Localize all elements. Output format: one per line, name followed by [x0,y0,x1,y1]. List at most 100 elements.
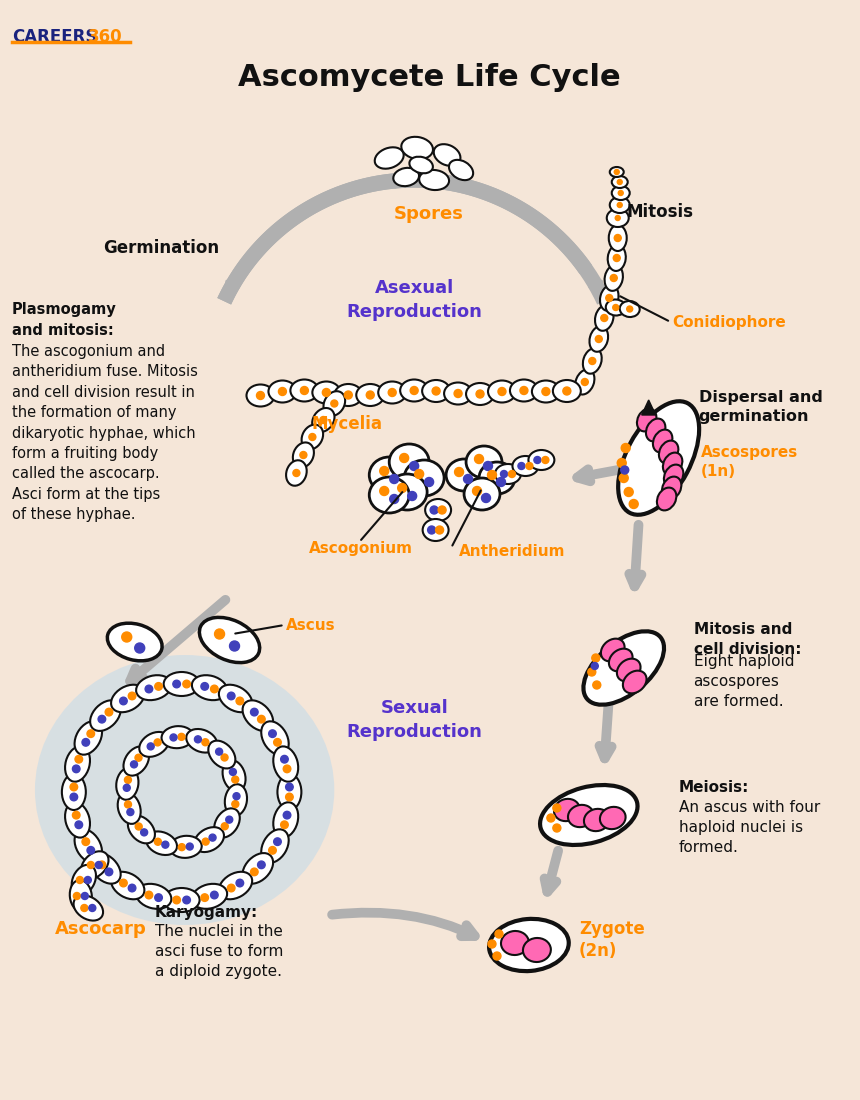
Circle shape [300,451,307,459]
Circle shape [70,783,77,791]
Circle shape [258,861,265,869]
Ellipse shape [449,160,473,180]
Ellipse shape [268,381,297,403]
Circle shape [211,891,218,899]
Circle shape [455,468,464,476]
Ellipse shape [611,176,628,188]
Circle shape [581,378,588,385]
Circle shape [520,386,528,395]
Ellipse shape [605,265,623,290]
Circle shape [258,715,265,723]
Ellipse shape [605,299,626,316]
Circle shape [141,829,148,836]
Circle shape [162,842,169,848]
Circle shape [226,816,233,823]
Circle shape [125,777,132,783]
Circle shape [380,466,389,475]
Ellipse shape [62,774,86,810]
Ellipse shape [609,226,627,251]
Circle shape [82,738,89,746]
Ellipse shape [495,464,521,484]
Circle shape [410,386,418,395]
Ellipse shape [323,392,345,416]
Circle shape [214,629,224,639]
Ellipse shape [575,370,594,395]
Ellipse shape [335,384,362,406]
Circle shape [542,456,549,463]
Text: Mycelia: Mycelia [312,415,383,433]
Ellipse shape [224,784,247,816]
Ellipse shape [466,446,502,478]
Circle shape [595,336,602,342]
Ellipse shape [607,209,629,227]
Circle shape [283,766,291,772]
Ellipse shape [378,382,406,404]
Ellipse shape [554,799,580,821]
Ellipse shape [247,385,274,407]
Circle shape [155,894,163,901]
Ellipse shape [214,808,240,837]
Circle shape [75,756,83,763]
Ellipse shape [600,807,625,829]
Ellipse shape [422,379,450,401]
Circle shape [476,390,484,398]
Circle shape [617,202,623,208]
Circle shape [397,484,407,493]
Ellipse shape [433,144,460,166]
Ellipse shape [466,383,494,405]
Circle shape [268,847,276,854]
Text: 360: 360 [88,28,122,46]
Ellipse shape [618,402,699,515]
Ellipse shape [65,747,90,782]
Circle shape [619,473,628,483]
Circle shape [624,487,633,496]
Circle shape [250,708,258,716]
Circle shape [95,861,102,869]
Ellipse shape [608,245,626,271]
Ellipse shape [488,381,516,403]
Circle shape [250,868,258,876]
Ellipse shape [75,722,102,755]
Circle shape [72,766,80,772]
Circle shape [592,662,599,670]
Circle shape [221,754,228,761]
Ellipse shape [65,802,90,837]
Circle shape [105,868,113,876]
Circle shape [183,680,190,688]
Ellipse shape [657,487,676,510]
Text: Germination: Germination [103,239,220,257]
Ellipse shape [444,383,472,405]
Ellipse shape [75,829,102,862]
Ellipse shape [128,815,155,844]
Circle shape [227,692,235,700]
Circle shape [482,494,490,503]
Circle shape [131,761,138,768]
Circle shape [618,190,624,196]
Ellipse shape [356,384,384,406]
Ellipse shape [532,381,560,403]
Text: Antheridium: Antheridium [459,544,566,560]
Ellipse shape [116,768,138,800]
Ellipse shape [169,836,202,858]
Circle shape [488,940,496,948]
Ellipse shape [409,156,433,174]
Text: Karyogamy:: Karyogamy: [155,905,258,920]
Circle shape [475,454,483,463]
Ellipse shape [312,382,341,404]
Circle shape [135,755,142,761]
Circle shape [183,896,190,904]
Ellipse shape [489,918,568,971]
Ellipse shape [422,519,449,541]
Circle shape [89,904,95,912]
Circle shape [128,884,136,892]
Circle shape [496,477,506,486]
Circle shape [320,417,327,424]
Circle shape [173,680,181,688]
Ellipse shape [291,379,318,401]
Ellipse shape [90,701,120,730]
Circle shape [621,466,629,474]
Circle shape [286,793,293,801]
Circle shape [280,756,288,763]
Ellipse shape [124,747,149,776]
Circle shape [495,930,503,938]
